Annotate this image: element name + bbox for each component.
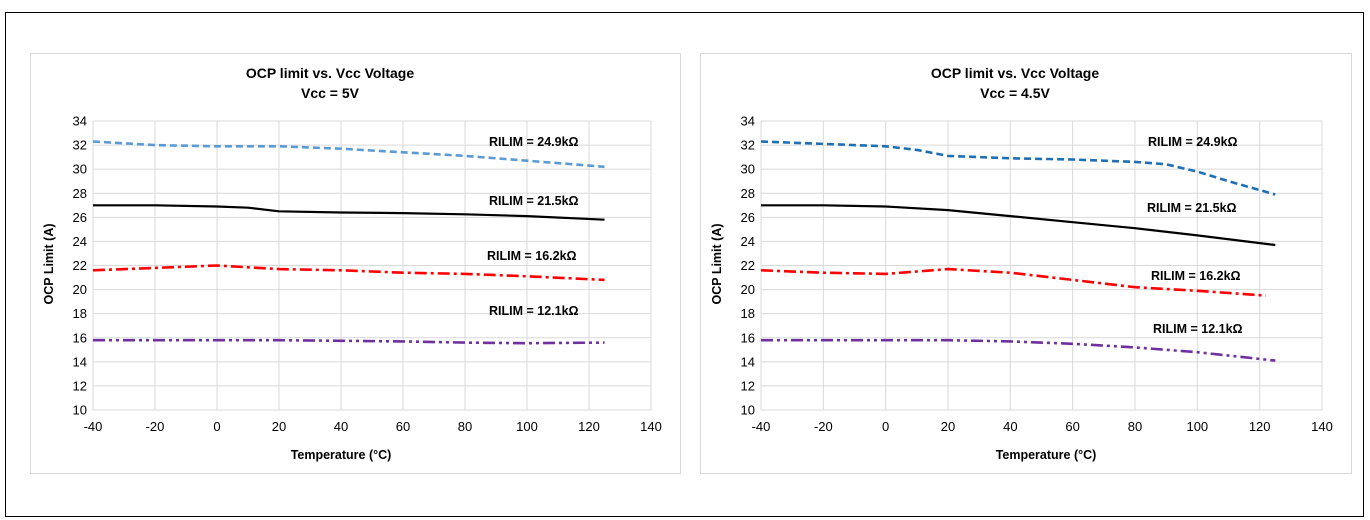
x-tick-label: -40	[752, 419, 771, 434]
series-line-rilim-12-1k	[761, 338, 1276, 362]
chart-svg-vcc-4-5v: 10 12 14 16 18 20 22 24 26 28 30 32 34 -40 -20 0 20 40 60 8…	[710, 65, 1333, 462]
y-tick-label: 24	[73, 234, 87, 249]
x-tick-label: 20	[272, 419, 286, 434]
y-tick-label: 10	[741, 403, 755, 418]
chart-svg-vcc-5v: 10 12 14 16 18 20 22 24 26 28 30 32 34 -40 -20 0 20 40 60 8…	[42, 65, 662, 462]
x-tick-label: 0	[882, 419, 889, 434]
y-tick-label: 28	[741, 186, 755, 201]
x-tick-label: 80	[458, 419, 472, 434]
x-tick-label: 40	[334, 419, 348, 434]
y-axis-label: OCP Limit (A)	[42, 223, 56, 304]
y-tick-label: 26	[73, 210, 87, 225]
x-tick-label: -20	[146, 419, 165, 434]
series-label: RILIM = 21.5kΩ	[1147, 201, 1237, 215]
x-axis-label: Temperature (°C)	[996, 448, 1097, 462]
x-tick-label: 140	[1311, 419, 1333, 434]
x-tick-label: 100	[516, 419, 538, 434]
x-tick-label: 20	[941, 419, 955, 434]
x-tick-label: -40	[84, 419, 103, 434]
series-label: RILIM = 12.1kΩ	[1153, 322, 1243, 336]
y-tick-label: 30	[73, 162, 87, 177]
y-tick-label: 16	[741, 330, 755, 345]
x-axis-label: Temperature (°C)	[291, 448, 392, 462]
x-tick-label: 80	[1128, 419, 1142, 434]
y-axis-label: OCP Limit (A)	[710, 223, 724, 304]
y-tick-label: 24	[741, 234, 755, 249]
y-tick-label: 28	[73, 186, 87, 201]
series-label: RILIM = 24.9kΩ	[1148, 135, 1238, 149]
y-tick-label: 14	[73, 354, 87, 369]
y-tick-label: 10	[73, 403, 87, 418]
chart-title: OCP limit vs. Vcc Voltage	[931, 65, 1100, 81]
series-line-rilim-16-2k	[92, 264, 605, 282]
series-line-rilim-24-9k	[92, 140, 605, 169]
x-tick-label: 140	[640, 419, 662, 434]
x-tick-label: 0	[213, 419, 220, 434]
series-line-rilim-24-9k	[760, 140, 1276, 196]
x-tick-label: 60	[1065, 419, 1079, 434]
x-tick-label: -20	[814, 419, 833, 434]
y-tick-label: 20	[73, 282, 87, 297]
y-tick-label: 12	[741, 378, 755, 393]
series-label: RILIM = 16.2kΩ	[487, 249, 577, 263]
series-label: RILIM = 24.9kΩ	[489, 135, 579, 149]
y-tick-label: 14	[741, 354, 755, 369]
y-tick-label: 30	[741, 162, 755, 177]
y-tick-label: 18	[741, 306, 755, 321]
y-tick-label: 34	[73, 114, 87, 129]
chart-panel-vcc-4-5v: 10 12 14 16 18 20 22 24 26 28 30 32 34 -40 -20 0 20 40 60 8…	[700, 53, 1352, 474]
y-tick-label: 16	[73, 330, 87, 345]
chart-panel-vcc-5v: 10 12 14 16 18 20 22 24 26 28 30 32 34 -40 -20 0 20 40 60 8…	[30, 53, 681, 474]
series-line-rilim-21-5k	[761, 204, 1276, 247]
series-line-rilim-12-1k	[93, 338, 605, 345]
x-tick-label: 40	[1003, 419, 1017, 434]
y-tick-label: 22	[741, 258, 755, 273]
x-tick-label: 120	[578, 419, 600, 434]
series-label: RILIM = 16.2kΩ	[1151, 269, 1241, 283]
chart-subtitle: Vcc = 4.5V	[980, 85, 1050, 101]
chart-title: OCP limit vs. Vcc Voltage	[246, 65, 415, 81]
y-tick-label: 18	[73, 306, 87, 321]
y-tick-label: 20	[741, 282, 755, 297]
series-line-rilim-21-5k	[93, 204, 605, 221]
y-tick-label: 26	[741, 210, 755, 225]
y-tick-label: 12	[73, 378, 87, 393]
y-tick-label: 22	[73, 258, 87, 273]
x-tick-label: 60	[396, 419, 410, 434]
x-tick-label: 120	[1249, 419, 1271, 434]
series-label: RILIM = 21.5kΩ	[489, 194, 579, 208]
y-tick-label: 34	[741, 114, 755, 129]
x-tick-label: 100	[1186, 419, 1208, 434]
y-tick-label: 32	[741, 138, 755, 153]
y-tick-label: 32	[73, 138, 87, 153]
series-label: RILIM = 12.1kΩ	[489, 304, 579, 318]
chart-subtitle: Vcc = 5V	[301, 85, 360, 101]
series-line-rilim-16-2k	[760, 267, 1266, 297]
